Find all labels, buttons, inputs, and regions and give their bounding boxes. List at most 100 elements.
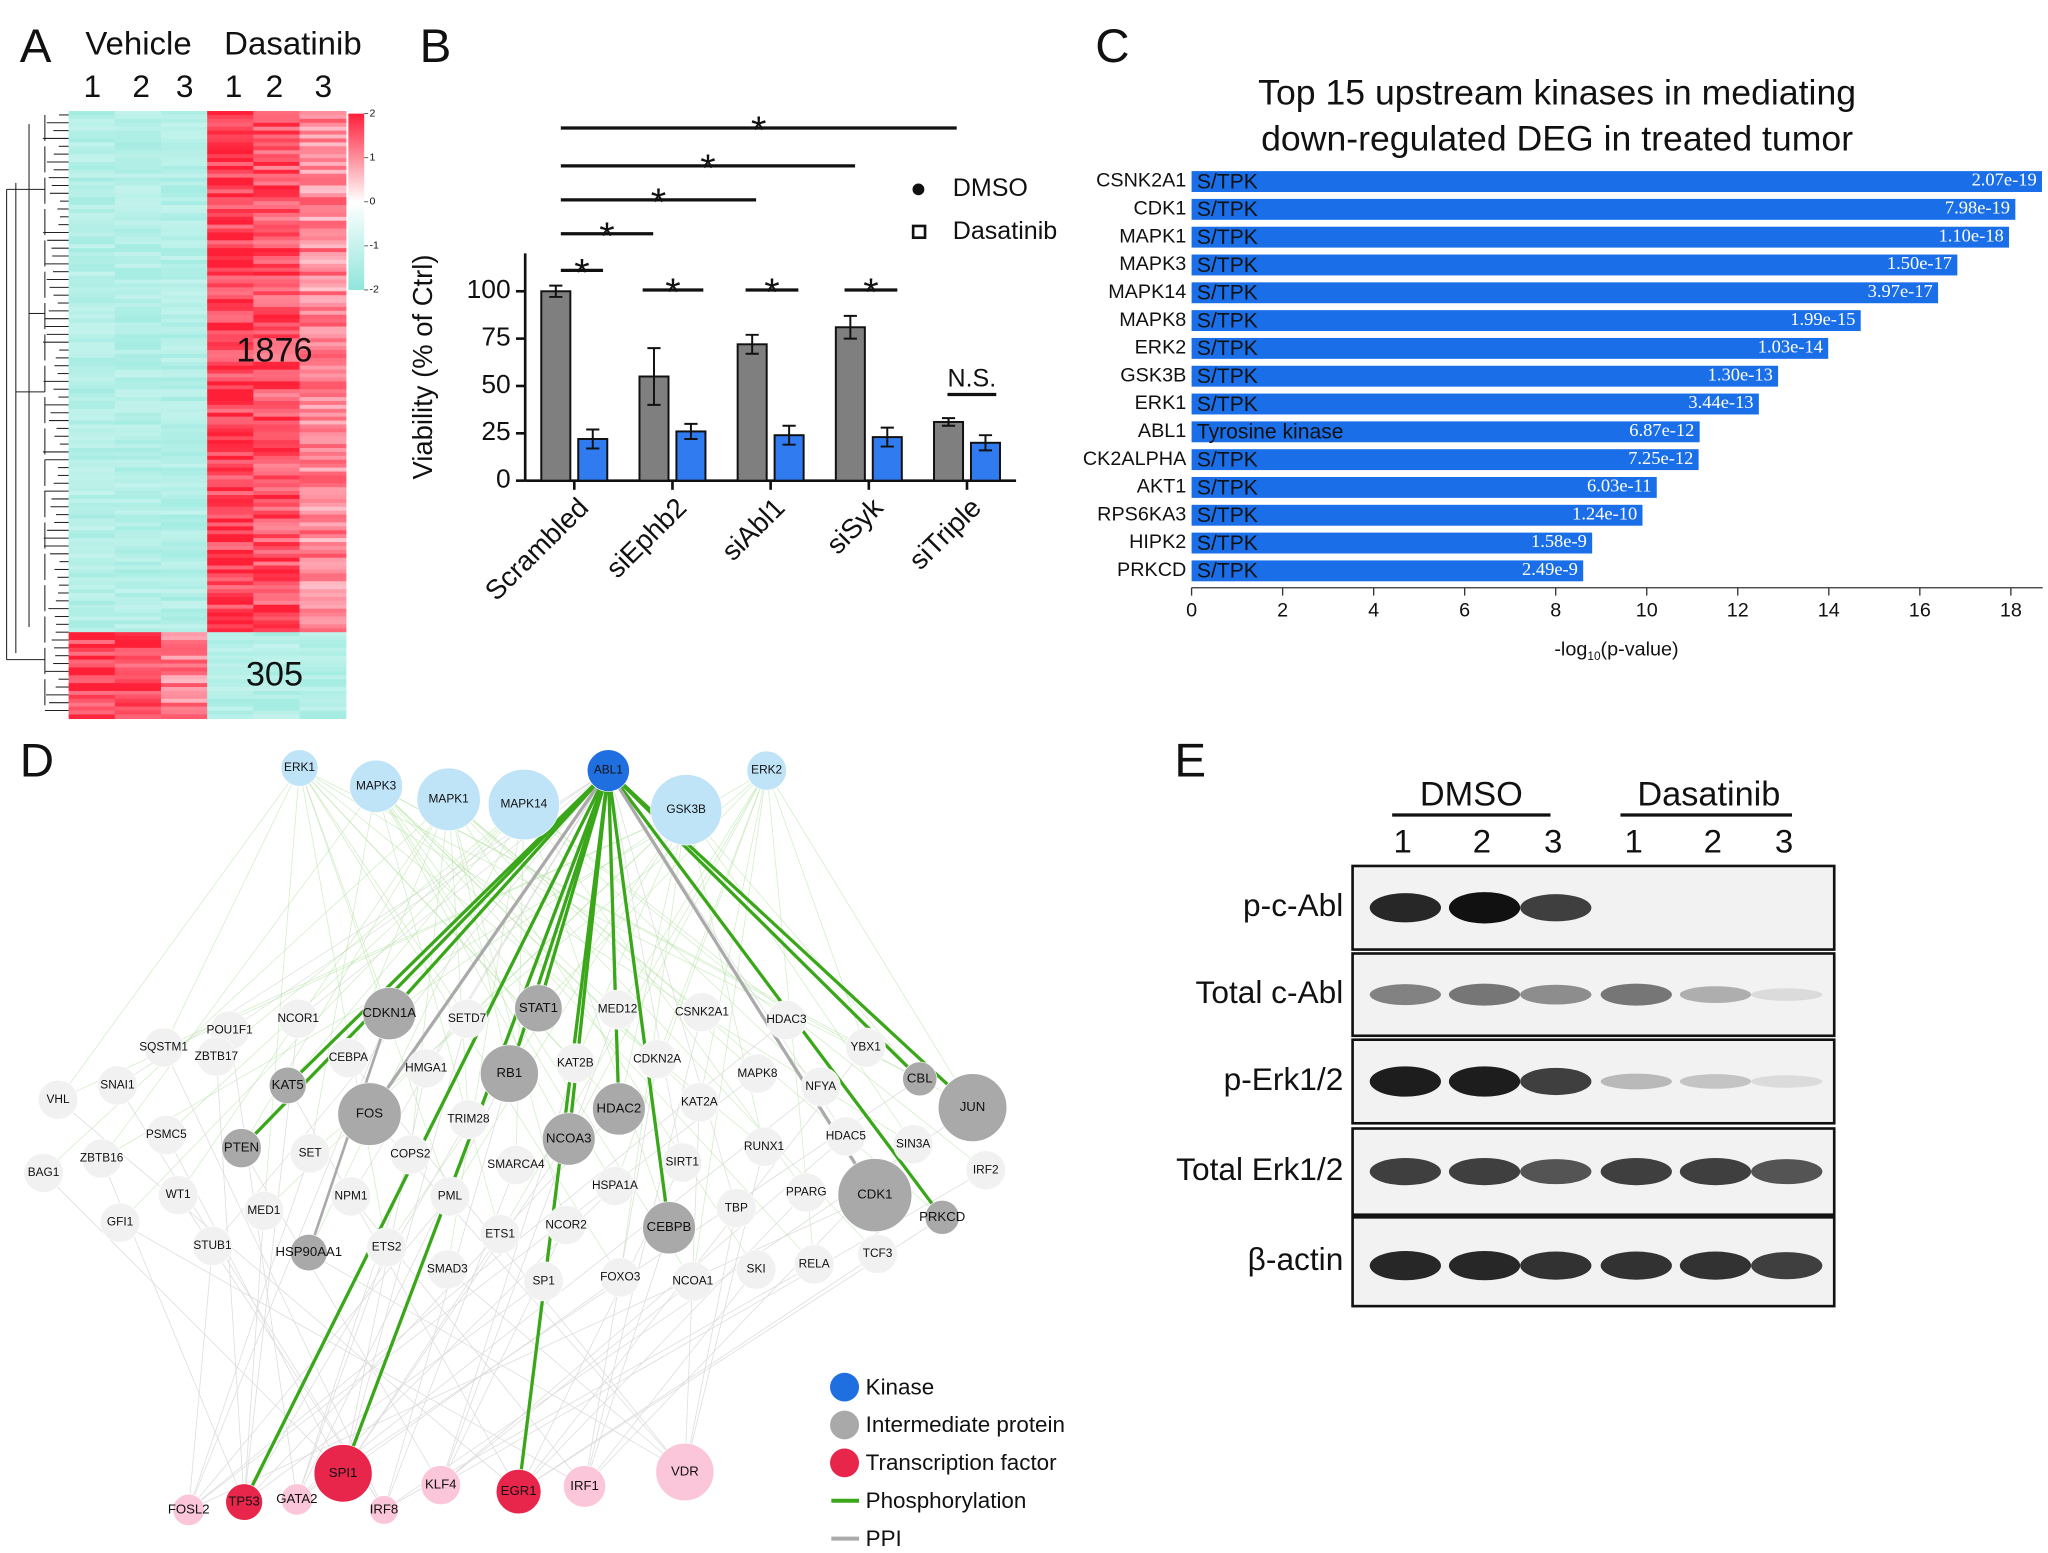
value-label: 1.03e-14 — [1758, 337, 1823, 357]
heatmap-cell — [299, 616, 347, 622]
edge — [448, 799, 469, 1120]
heatmap-cell — [299, 561, 347, 567]
heatmap-cell — [207, 502, 255, 508]
heatmap-cell — [299, 522, 347, 528]
heatmap-cell — [160, 228, 208, 234]
heatmap-cell — [114, 271, 162, 277]
network-node — [679, 1082, 720, 1123]
heatmap-cell — [253, 628, 301, 633]
heatmap-cell — [160, 436, 208, 441]
kinase-type: S/TPK — [1197, 337, 1258, 360]
heatmap-cell — [299, 393, 347, 398]
edge — [617, 770, 768, 1010]
heatmap-cell — [68, 263, 116, 269]
heatmap-cell — [68, 487, 116, 492]
heatmap-cell — [160, 138, 208, 144]
heatmap-cell — [299, 377, 347, 383]
heatmap-cell — [299, 216, 347, 222]
heatmap-cell — [253, 475, 301, 481]
kinase-type: Tyrosine kinase — [1197, 421, 1344, 444]
heatmap-cell — [253, 177, 301, 183]
legend-label: Phosphorylation — [866, 1488, 1027, 1513]
heatmap-cell — [299, 381, 347, 386]
heatmap-cell — [207, 287, 255, 292]
heatmap-cell — [114, 667, 162, 673]
heatmap-cell — [253, 389, 301, 394]
heatmap-cell — [114, 585, 162, 590]
legend-label: PPI — [866, 1526, 902, 1551]
network-node-label: FOS — [356, 1106, 383, 1121]
heatmap-cell — [253, 596, 301, 602]
heatmap-cell — [299, 690, 347, 696]
y-tick-label: RPS6KA3 — [1097, 504, 1186, 526]
heatmap-cell — [68, 698, 116, 704]
network-node — [672, 1261, 713, 1302]
heatmap-cell — [253, 451, 301, 457]
chart-title: Top 15 upstream kinases in mediating — [1258, 73, 1856, 113]
network-node — [390, 1134, 431, 1175]
heatmap-cell — [68, 334, 116, 339]
heatmap-cell — [207, 150, 255, 155]
edge — [296, 1247, 388, 1500]
edge — [518, 1253, 878, 1492]
network-node — [81, 1138, 122, 1179]
heatmap-cell — [253, 205, 301, 210]
heatmap-cell — [68, 628, 116, 633]
edge — [383, 1264, 815, 1511]
heatmap-cell — [160, 640, 208, 645]
x-tick-label: 6 — [1459, 600, 1470, 622]
heatmap-cell — [207, 679, 255, 684]
blot-band — [1751, 1075, 1823, 1088]
heatmap-cell — [114, 142, 162, 147]
heatmap-cell — [114, 510, 162, 516]
edge — [216, 804, 525, 1057]
heatmap-cell — [160, 647, 208, 653]
heatmap-cell — [253, 534, 301, 539]
heatmap-cell — [160, 130, 208, 136]
heatmap-cell — [253, 142, 301, 147]
error-bar — [647, 347, 661, 406]
significance-label: * — [764, 271, 779, 315]
y-tick-label: CSNK2A1 — [1096, 170, 1186, 192]
blot-band — [1448, 892, 1521, 924]
heatmap-cell — [253, 647, 301, 653]
heatmap-cell — [253, 424, 301, 430]
heatmap-cell — [114, 326, 162, 332]
heatmap-cell — [68, 663, 116, 669]
y-tick-label: CK2ALPHA — [1083, 448, 1187, 470]
heatmap-cell — [207, 667, 255, 673]
blot-band — [1600, 1251, 1672, 1280]
heatmap-cell — [253, 393, 301, 398]
bar — [1191, 421, 1700, 443]
heatmap-cell — [299, 303, 347, 308]
heatmap-cell — [207, 687, 255, 692]
significance-label: * — [700, 147, 715, 191]
heatmap-cell — [160, 181, 208, 187]
heatmap-cell — [114, 346, 162, 351]
network-node-label: HSPA1A — [592, 1178, 638, 1192]
heatmap-cell — [160, 287, 208, 292]
heatmap-cell — [207, 628, 255, 633]
ppi-edge — [368, 769, 610, 1116]
heatmap-cell — [207, 561, 255, 567]
network-node — [225, 1483, 263, 1521]
blot-band — [1520, 894, 1592, 922]
heatmap-cell — [253, 655, 301, 661]
heatmap-cell — [207, 698, 255, 704]
heatmap-cell — [299, 310, 347, 316]
heatmap-cell — [253, 706, 301, 712]
heatmap-cell — [299, 526, 347, 531]
colorbar-tick-label: 0 — [369, 196, 375, 208]
heatmap-cell — [299, 432, 347, 437]
heatmap-cell — [114, 710, 162, 716]
network-node — [681, 992, 723, 1033]
heatmap-cell — [299, 491, 347, 496]
heatmap-cell — [68, 154, 116, 159]
heatmap-cell — [299, 373, 347, 379]
heatmap-cell — [114, 679, 162, 684]
heatmap-cell — [299, 365, 347, 371]
heatmap-cell — [207, 608, 255, 614]
heatmap-cell — [160, 581, 208, 586]
heatmap-cell — [253, 126, 301, 132]
heatmap-cell — [299, 467, 347, 473]
